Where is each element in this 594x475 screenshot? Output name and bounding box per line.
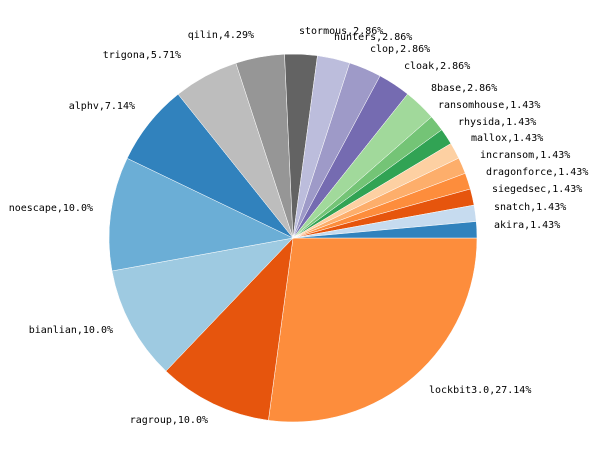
slice-label-4: alphv,7.14% [69,101,135,112]
slice-label-8: hunters,2.86% [334,32,412,43]
slice-label-15: incransom,1.43% [480,150,570,161]
pie-slice-2 [111,237,294,372]
slice-label-7: stormous,2.86% [299,26,383,37]
slice-label-6: qilin,4.29% [188,30,254,41]
slice-label-9: clop,2.86% [370,44,430,55]
slice-label-5: trigona,5.71% [103,50,181,61]
pie-slices [108,53,478,423]
slice-label-19: akira,1.43% [494,220,560,231]
slice-label-16: dragonforce,1.43% [486,167,588,178]
slice-label-11: 8base,2.86% [431,83,497,94]
slice-label-0: lockbit3.0,27.14% [429,385,531,396]
pie-slice-19 [292,221,478,239]
slice-label-3: noescape,10.0% [9,203,93,214]
slice-label-13: rhysida,1.43% [458,117,536,128]
pie-labels: lockbit3.0,27.14% ragroup,10.0% bianlian,1… [9,26,589,426]
slice-label-1: ragroup,10.0% [130,415,208,426]
pie-slice-0 [268,237,478,423]
pie-slice-1 [165,237,294,421]
slice-label-12: ransomhouse,1.43% [438,100,540,111]
slice-label-17: siegedsec,1.43% [492,184,582,195]
slice-label-2: bianlian,10.0% [29,325,113,336]
slice-label-18: snatch,1.43% [494,202,566,213]
slice-label-10: cloak,2.86% [404,61,470,72]
pie-slice-3 [108,157,294,272]
slice-label-14: mallox,1.43% [471,133,543,144]
